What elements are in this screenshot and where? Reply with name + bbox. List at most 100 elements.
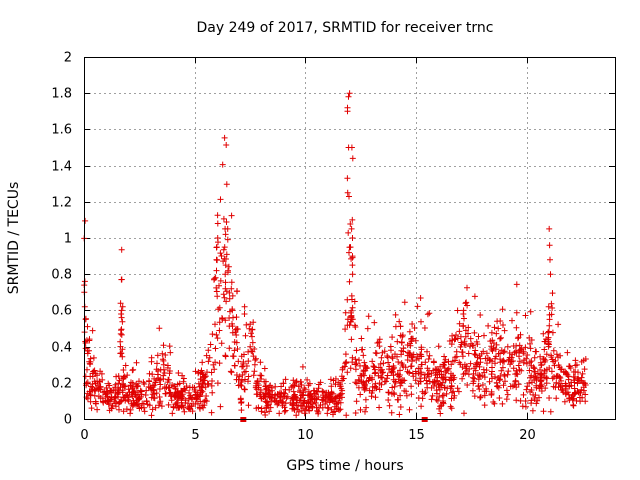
data-point: [121, 373, 128, 380]
data-point: [278, 383, 285, 390]
data-point: [205, 358, 212, 365]
data-point: [96, 378, 103, 385]
data-point: [548, 300, 555, 307]
data-point: [186, 395, 192, 402]
data-point: [413, 357, 420, 363]
data-point: [103, 390, 110, 397]
data-point: [541, 338, 548, 345]
data-point: [538, 377, 545, 384]
data-point: [246, 325, 253, 332]
data-point: [486, 378, 493, 385]
data-point: [386, 402, 393, 409]
data-point: [249, 333, 255, 340]
data-point: [462, 327, 469, 334]
data-point: [462, 365, 469, 372]
data-point: [344, 189, 351, 196]
data-point: [488, 392, 495, 398]
data-point: [165, 376, 172, 383]
data-point: [479, 382, 486, 388]
data-point: [156, 377, 163, 384]
data-point: [213, 331, 220, 338]
data-point: [379, 349, 386, 356]
data-point: [306, 380, 313, 387]
data-point: [376, 343, 383, 350]
data-point: [169, 410, 176, 417]
data-point: [245, 378, 251, 385]
data-point: [477, 393, 484, 400]
data-point: [118, 314, 125, 321]
data-point: [431, 379, 438, 386]
data-point: [412, 337, 419, 344]
data-point: [551, 374, 557, 380]
data-point: [159, 350, 166, 357]
data-point: [471, 393, 478, 400]
data-point: [452, 335, 459, 342]
data-point: [129, 402, 136, 409]
data-point: [523, 360, 530, 367]
data-point: [238, 400, 245, 406]
data-point: [198, 376, 205, 382]
data-point: [460, 371, 467, 378]
data-point: [228, 212, 235, 219]
data-point: [254, 377, 261, 384]
data-point: [362, 408, 368, 415]
data-point: [381, 378, 388, 385]
data-point: [376, 386, 383, 393]
data-point: [345, 229, 352, 236]
data-point: [214, 235, 221, 241]
data-point: [217, 250, 224, 257]
data-point: [220, 291, 227, 298]
data-point: [471, 375, 478, 382]
data-point: [349, 235, 356, 241]
data-point: [245, 373, 252, 380]
data-point: [341, 363, 348, 370]
data-point: [388, 390, 395, 397]
data-point: [364, 325, 371, 332]
data-point: [361, 359, 368, 366]
data-point: [404, 342, 411, 348]
data-point: [489, 364, 495, 371]
data-point: [380, 369, 386, 376]
data-point: [582, 398, 589, 405]
data-point: [553, 351, 560, 358]
data-point: [356, 357, 362, 364]
data-point: [458, 341, 465, 348]
data-point: [494, 318, 501, 325]
data-point: [412, 377, 419, 384]
data-point: [572, 362, 579, 369]
data-point: [564, 349, 571, 356]
data-point: [545, 303, 552, 310]
data-point: [531, 365, 538, 372]
data-point: [313, 395, 320, 402]
data-point: [449, 389, 455, 396]
data-point: [463, 299, 470, 306]
data-point: [225, 267, 231, 274]
data-point: [280, 380, 287, 387]
data-point: [140, 400, 147, 407]
data-point: [397, 323, 404, 330]
data-point: [529, 379, 535, 386]
data-point: [394, 338, 401, 345]
data-point: [223, 142, 230, 148]
data-point: [310, 387, 317, 394]
data-point: [493, 341, 500, 348]
data-point: [100, 399, 107, 406]
data-point: [82, 316, 89, 323]
data-point: [577, 398, 584, 405]
data-point: [541, 346, 548, 353]
data-point: [222, 262, 229, 269]
data-point: [518, 367, 525, 374]
data-point: [343, 359, 350, 365]
data-point: [181, 386, 187, 393]
data-point: [90, 354, 97, 361]
data-point: [385, 397, 392, 403]
data-point: [304, 376, 311, 383]
data-point: [249, 326, 256, 333]
data-point: [548, 352, 554, 359]
data-point: [217, 196, 224, 203]
data-point: [368, 390, 375, 396]
data-point: [141, 408, 148, 415]
data-point: [411, 325, 418, 331]
data-point: [456, 320, 463, 327]
data-point: [549, 329, 556, 336]
